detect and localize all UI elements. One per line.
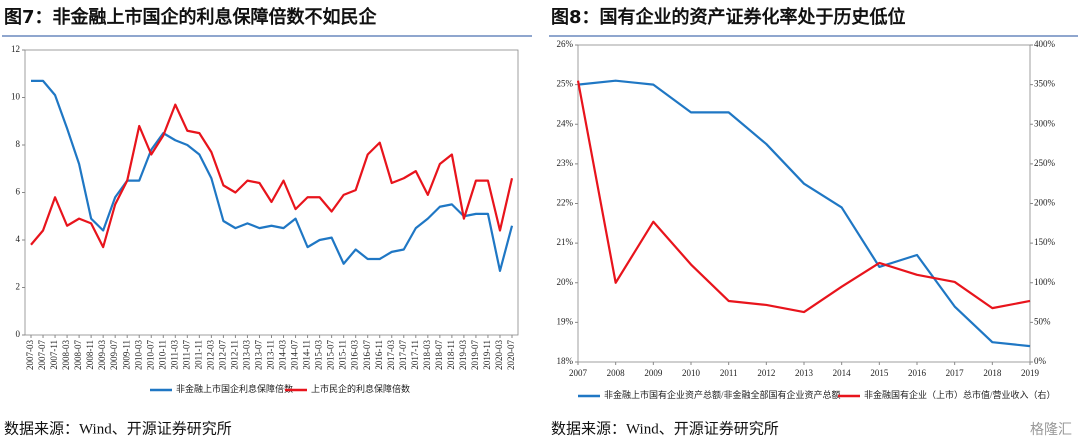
x-tick-label: 2012 xyxy=(757,368,775,378)
x-tick-label: 2013 xyxy=(795,368,814,378)
x-tick-label: 2011-07 xyxy=(181,340,191,370)
y-tick-label: 100% xyxy=(1034,277,1056,287)
chart-title: 图7：非金融上市国企的利息保障倍数不如民企 xyxy=(4,6,378,28)
x-tick-label: 2011 xyxy=(720,368,738,378)
x-tick-label: 2010-03 xyxy=(133,340,143,370)
legend-label: 非金融上市国有企业资产总额/非金融全部国有企业资产总额 xyxy=(604,389,841,400)
series-line xyxy=(577,79,1031,348)
y-tick-label: 26% xyxy=(557,39,574,49)
x-tick-label: 2015-11 xyxy=(338,340,348,370)
legend-label: 非金融国有企业（上市）总市值/营业收入（右） xyxy=(864,389,1056,400)
y-tick-label: 22% xyxy=(557,198,574,208)
x-tick-label: 2018-03 xyxy=(422,340,432,370)
x-tick-label: 2015-03 xyxy=(314,340,324,370)
y-tick-label: 0% xyxy=(1034,356,1047,366)
y-tick-label: 4 xyxy=(16,234,21,244)
x-tick-label: 2019 xyxy=(1021,368,1040,378)
y-tick-label: 21% xyxy=(557,237,574,247)
x-tick-label: 2009 xyxy=(644,368,663,378)
legend-label: 上市民企的利息保障倍数 xyxy=(311,383,410,394)
x-tick-label: 2017-07 xyxy=(398,340,408,370)
x-tick-label: 2007-07 xyxy=(37,340,47,370)
y-tick-label: 10 xyxy=(11,92,21,102)
y-tick-label: 250% xyxy=(1034,158,1056,168)
x-tick-label: 2007-11 xyxy=(49,340,59,370)
chart-title: 图8：国有企业的资产证券化率处于历史低位 xyxy=(551,6,906,28)
x-tick-label: 2013-07 xyxy=(254,340,264,370)
x-tick-label: 2007-03 xyxy=(25,340,35,370)
x-tick-label: 2012-03 xyxy=(205,340,215,370)
x-tick-label: 2011-03 xyxy=(169,340,179,370)
x-tick-label: 2019-11 xyxy=(482,340,492,370)
y-tick-label: 300% xyxy=(1034,118,1056,128)
series-line xyxy=(30,103,514,249)
y-tick-label: 50% xyxy=(1034,316,1051,326)
x-tick-label: 2010-11 xyxy=(157,340,167,370)
x-tick-label: 2014 xyxy=(833,368,852,378)
y-tick-label: 400% xyxy=(1034,39,1056,49)
x-tick-label: 2016 xyxy=(908,368,927,378)
x-tick-label: 2017 xyxy=(946,368,965,378)
plot-frame xyxy=(24,49,519,336)
x-tick-label: 2008-11 xyxy=(85,340,95,370)
x-tick-label: 2020-03 xyxy=(494,340,504,370)
x-tick-label: 2012-07 xyxy=(217,340,227,370)
x-tick-label: 2017-11 xyxy=(410,340,420,370)
y-tick-label: 0 xyxy=(16,329,21,339)
y-tick-label: 150% xyxy=(1034,237,1056,247)
x-tick-label: 2009-11 xyxy=(121,340,131,370)
x-tick-label: 2014-03 xyxy=(278,340,288,370)
x-tick-label: 2008-07 xyxy=(73,340,83,370)
x-tick-label: 2010-07 xyxy=(145,340,155,370)
x-tick-label: 2019-07 xyxy=(470,340,480,370)
x-tick-label: 2014-11 xyxy=(302,340,312,370)
x-tick-label: 2007 xyxy=(569,368,588,378)
x-tick-label: 2016-11 xyxy=(374,340,384,370)
x-tick-label: 2014-07 xyxy=(290,340,300,370)
x-tick-label: 2020-07 xyxy=(506,340,516,370)
y-tick-label: 19% xyxy=(557,316,574,326)
x-tick-label: 2016-03 xyxy=(350,340,360,370)
x-tick-label: 2016-07 xyxy=(362,340,372,370)
legend-label: 非金融上市国企利息保障倍数 xyxy=(176,383,293,394)
y-tick-label: 18% xyxy=(557,356,574,366)
x-tick-label: 2017-03 xyxy=(386,340,396,370)
x-tick-label: 2019-03 xyxy=(458,340,468,370)
y-tick-label: 23% xyxy=(557,158,574,168)
y-tick-label: 8 xyxy=(16,139,21,149)
x-tick-label: 2018-07 xyxy=(434,340,444,370)
y-tick-label: 20% xyxy=(557,277,574,287)
y-tick-label: 24% xyxy=(557,118,574,128)
y-tick-label: 200% xyxy=(1034,198,1056,208)
y-tick-label: 25% xyxy=(557,79,574,89)
x-tick-label: 2009-03 xyxy=(97,340,107,370)
y-tick-label: 12 xyxy=(11,44,20,54)
x-tick-label: 2010 xyxy=(682,368,701,378)
x-tick-label: 2009-07 xyxy=(109,340,119,370)
series-line xyxy=(576,80,1031,314)
y-tick-label: 6 xyxy=(16,187,21,197)
x-tick-label: 2015 xyxy=(870,368,889,378)
y-tick-label: 350% xyxy=(1034,79,1056,89)
x-tick-label: 2013-03 xyxy=(242,340,252,370)
y-tick-label: 2 xyxy=(16,282,21,292)
x-tick-label: 2015-07 xyxy=(326,340,336,370)
x-tick-label: 2018-11 xyxy=(446,340,456,370)
watermark: 格隆汇 xyxy=(1030,422,1072,438)
x-tick-label: 2013-11 xyxy=(266,340,276,370)
x-tick-label: 2008-03 xyxy=(61,340,71,370)
x-tick-label: 2018 xyxy=(983,368,1002,378)
x-tick-label: 2012-11 xyxy=(229,340,239,370)
source: 数据来源：Wind、开源证券研究所 xyxy=(551,420,779,437)
x-tick-label: 2011-11 xyxy=(193,340,203,369)
source: 数据来源：Wind、开源证券研究所 xyxy=(4,420,232,437)
series-line xyxy=(31,79,514,272)
x-tick-label: 2008 xyxy=(607,368,626,378)
